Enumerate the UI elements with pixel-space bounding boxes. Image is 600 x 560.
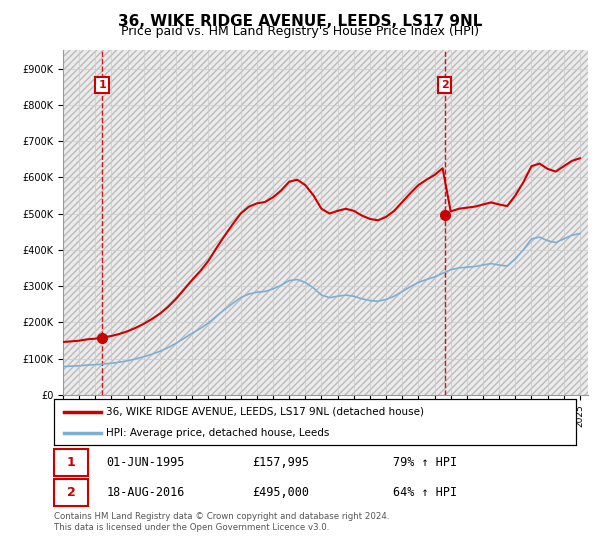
FancyBboxPatch shape — [54, 449, 88, 475]
Text: HPI: Average price, detached house, Leeds: HPI: Average price, detached house, Leed… — [106, 428, 329, 438]
Text: 36, WIKE RIDGE AVENUE, LEEDS, LS17 9NL: 36, WIKE RIDGE AVENUE, LEEDS, LS17 9NL — [118, 14, 482, 29]
FancyBboxPatch shape — [54, 479, 88, 506]
Text: 79% ↑ HPI: 79% ↑ HPI — [394, 456, 457, 469]
Text: 2: 2 — [67, 486, 76, 499]
Text: 1: 1 — [98, 80, 106, 90]
Text: 64% ↑ HPI: 64% ↑ HPI — [394, 486, 457, 499]
Text: Price paid vs. HM Land Registry's House Price Index (HPI): Price paid vs. HM Land Registry's House … — [121, 25, 479, 38]
Text: Contains HM Land Registry data © Crown copyright and database right 2024.
This d: Contains HM Land Registry data © Crown c… — [54, 512, 389, 532]
Text: 2: 2 — [441, 80, 449, 90]
Text: £157,995: £157,995 — [253, 456, 310, 469]
Text: 01-JUN-1995: 01-JUN-1995 — [106, 456, 185, 469]
Text: 1: 1 — [67, 456, 76, 469]
Text: 18-AUG-2016: 18-AUG-2016 — [106, 486, 185, 499]
Text: 36, WIKE RIDGE AVENUE, LEEDS, LS17 9NL (detached house): 36, WIKE RIDGE AVENUE, LEEDS, LS17 9NL (… — [106, 407, 424, 417]
Text: £495,000: £495,000 — [253, 486, 310, 499]
